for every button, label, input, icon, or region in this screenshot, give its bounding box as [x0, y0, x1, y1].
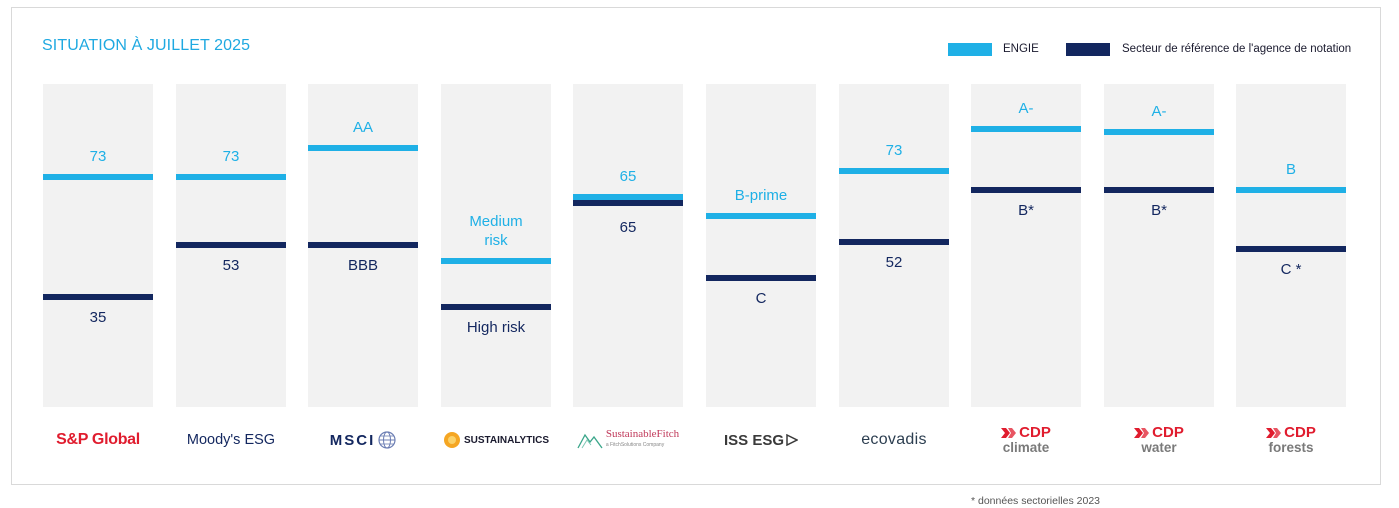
- footnote: * données sectorielles 2023: [971, 495, 1101, 507]
- sector-bar: [441, 304, 551, 310]
- rating-column: 65 65: [573, 84, 683, 407]
- cdp-mark-icon: [1134, 427, 1150, 438]
- engie-bar: [1104, 129, 1214, 135]
- engie-label: B: [1285, 161, 1296, 178]
- engie-bar: [971, 126, 1081, 132]
- logo-subtext: water: [1141, 440, 1177, 455]
- rating-column: B C *: [1236, 84, 1346, 407]
- engie-label: 73: [222, 148, 240, 165]
- engie-label: 65: [619, 168, 637, 185]
- sector-bar: [176, 242, 286, 248]
- legend-engie-label: ENGIE: [1003, 43, 1039, 55]
- rating-column: B-prime C: [706, 84, 816, 407]
- sustainable-fitch-logo: SustainableFitch a FitchSolutions Company: [573, 420, 683, 460]
- sector-label: 52: [885, 254, 903, 271]
- engie-bar: [839, 168, 949, 174]
- cdp-mark-icon: [1266, 427, 1282, 438]
- sector-label: 65: [619, 219, 637, 236]
- sector-bar: [706, 275, 816, 281]
- engie-bar: [308, 145, 418, 151]
- sector-bar: [573, 200, 683, 206]
- sector-bar: [1236, 246, 1346, 252]
- logo-subtext: a FitchSolutions Company: [605, 442, 665, 448]
- logo-text: CDP: [1152, 424, 1184, 441]
- msci-logo: MSCI: [308, 420, 418, 460]
- logo-subtext: climate: [1002, 440, 1050, 455]
- rating-column: A- B*: [1104, 84, 1214, 407]
- cdp-logo: CDP forests: [1236, 420, 1346, 460]
- logo-text: ecovadis: [861, 431, 927, 448]
- sustainalytics-logo: SUSTAINALYTICS: [441, 420, 551, 460]
- logo-text: ISS ESG: [723, 431, 785, 449]
- logo-text: CDP: [1284, 424, 1316, 441]
- mountain-icon: [577, 433, 603, 449]
- chart-title: SITUATION À JUILLET 2025: [42, 37, 251, 54]
- ecovadis-logo: ecovadis: [839, 420, 949, 460]
- rating-column: 73 52: [839, 84, 949, 407]
- sector-bar: [43, 294, 153, 300]
- cdp-logo: CDP climate: [971, 420, 1081, 460]
- sector-bar: [308, 242, 418, 248]
- rating-column: A- B*: [971, 84, 1081, 407]
- engie-bar: [706, 213, 816, 219]
- sector-label: B*: [1151, 202, 1167, 219]
- sector-label: 53: [222, 257, 240, 274]
- engie-label: 73: [89, 148, 107, 165]
- engie-bar: [441, 258, 551, 264]
- rating-column: AA BBB: [308, 84, 418, 407]
- sector-bar: [839, 239, 949, 245]
- sector-label: C: [755, 290, 767, 307]
- rating-column: 73 53: [176, 84, 286, 407]
- sun-icon: [443, 432, 460, 448]
- engie-bar: [43, 174, 153, 180]
- engie-label: Medium risk: [469, 213, 523, 249]
- rating-column: 73 35: [43, 84, 153, 407]
- legend-sector-swatch: [1066, 43, 1110, 56]
- sector-label: BBB: [347, 257, 378, 274]
- moodys-esg-logo: Moody's ESG: [176, 420, 286, 460]
- engie-bar: [1236, 187, 1346, 193]
- engie-bar: [176, 174, 286, 180]
- sp-global-logo: S&P Global: [43, 420, 153, 460]
- sector-bar: [971, 187, 1081, 193]
- engie-label: AA: [352, 119, 373, 136]
- engie-label: 73: [885, 142, 903, 159]
- cdp-logo: CDP water: [1104, 420, 1214, 460]
- sector-bar: [1104, 187, 1214, 193]
- engie-label: B-prime: [734, 187, 788, 204]
- legend-sector-label: Secteur de référence de l'agence de nota…: [1122, 43, 1352, 55]
- logo-text: S&P Global: [56, 431, 140, 448]
- logo-text: MSCI: [329, 431, 376, 449]
- logo-text: SUSTAINALYTICS: [463, 434, 549, 446]
- legend-engie-swatch: [948, 43, 992, 56]
- sector-label: C *: [1280, 261, 1302, 278]
- cdp-mark-icon: [1001, 427, 1017, 438]
- rating-column: Medium risk High risk: [441, 84, 551, 407]
- engie-label: A-: [1151, 103, 1167, 120]
- sector-label: 35: [89, 309, 107, 326]
- logo-text: Moody's ESG: [186, 432, 276, 448]
- sector-label: High risk: [466, 319, 526, 336]
- logo-subtext: forests: [1268, 440, 1314, 455]
- logo-text: SustainableFitch: [605, 428, 680, 440]
- globe-icon: [378, 431, 396, 449]
- logo-text: CDP: [1019, 424, 1051, 441]
- engie-label: A-: [1018, 100, 1034, 117]
- sector-label: B*: [1018, 202, 1034, 219]
- play-arrow-icon: [786, 434, 799, 446]
- iss-esg-logo: ISS ESG: [706, 420, 816, 460]
- engie-bar: [573, 194, 683, 200]
